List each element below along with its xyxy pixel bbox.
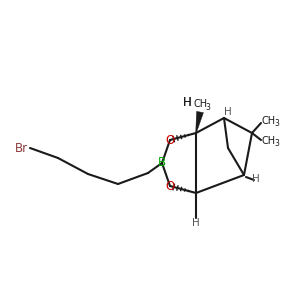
Text: B: B bbox=[158, 157, 166, 169]
Text: Br: Br bbox=[15, 142, 28, 154]
Text: CH: CH bbox=[262, 116, 276, 126]
Text: O: O bbox=[165, 134, 175, 146]
Text: CH: CH bbox=[262, 136, 276, 146]
Text: H: H bbox=[183, 97, 192, 110]
Text: H: H bbox=[224, 107, 232, 117]
Text: H: H bbox=[252, 174, 260, 184]
Text: O: O bbox=[165, 179, 175, 193]
Text: H: H bbox=[183, 97, 192, 110]
Text: H: H bbox=[192, 218, 200, 228]
Text: 3: 3 bbox=[274, 119, 279, 128]
Polygon shape bbox=[196, 111, 203, 133]
Text: CH: CH bbox=[193, 99, 207, 109]
Text: 3: 3 bbox=[205, 103, 210, 112]
Text: 3: 3 bbox=[274, 140, 279, 148]
